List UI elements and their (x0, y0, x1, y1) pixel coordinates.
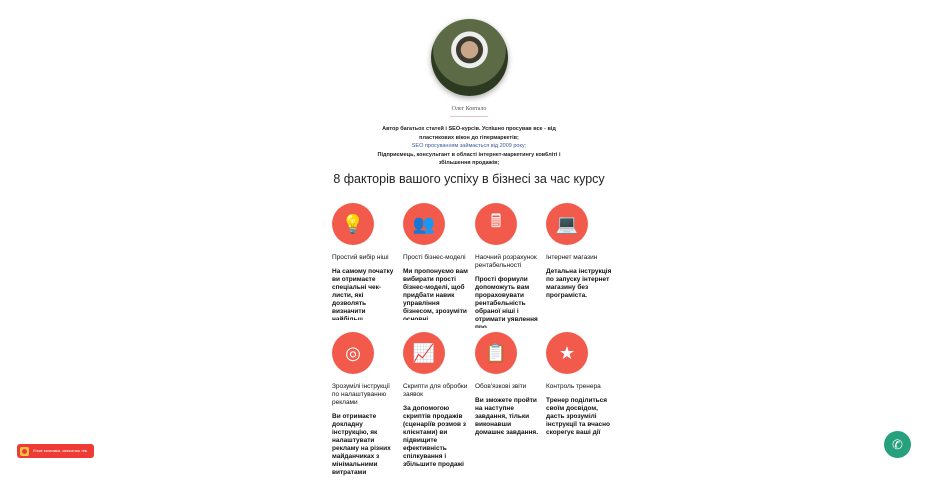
section-heading: 8 факторів вашого успіху в бізнесі за ча… (333, 172, 605, 186)
bio-line: SEO просуванням займається від 2009 року… (411, 143, 527, 149)
signup-badge[interactable]: Я вже записався, записатись теж (17, 444, 94, 458)
feature-card: 💡 Простий вибір ніші На самому початку в… (332, 203, 398, 320)
chart-board-icon: 📈 (403, 332, 445, 374)
feature-text: Ви зможете пройти на наступне завдання, … (475, 397, 539, 436)
divider (450, 116, 488, 117)
feature-card: 💻 Інтернет магазин Детальна інструкція п… (546, 203, 612, 300)
bio-line: Підприємець, консультант в області інтер… (377, 151, 561, 167)
lightbulb-icon: 💡 (332, 203, 374, 245)
feature-card: ◎ Зрозумілі інструкції по налаштуванню р… (332, 332, 398, 477)
feature-text: Ми пропонуємо вам вибирати прості бізнес… (403, 268, 468, 320)
bio-line: Автор багатьох статей і SEO-курсів. Успі… (382, 126, 556, 141)
feature-text: Прості формули допоможуть вам прораховув… (475, 276, 538, 328)
feature-title: Інтернет магазин (546, 254, 598, 261)
feature-text: Ви отримаєте докладну інструкцію, як нал… (332, 413, 391, 476)
feature-title: Скрипти для обробки заявок (403, 383, 468, 398)
author-name: Олег Ковтало (451, 106, 487, 112)
feature-text: На самому початку ви отримаєте спеціальн… (332, 268, 394, 320)
feature-text: Тренер поділиться своїм досвідом, дасть … (546, 397, 610, 436)
author-bio: Автор багатьох статей і SEO-курсів. Успі… (370, 125, 568, 168)
feature-title: Зрозумілі інструкції по налаштуванню рек… (332, 383, 390, 406)
feature-title: Наочний розрахунок рентабельності (475, 254, 537, 269)
badge-icon (20, 446, 29, 456)
target-icon: ◎ (332, 332, 374, 374)
feature-card: ★ Контроль тренера Тренер поділиться сво… (546, 332, 612, 437)
feature-text: За допомогою скриптів продажів (сценарії… (403, 405, 466, 468)
clipboard-icon: 📋 (475, 332, 517, 374)
feature-card: 🖩 Наочний розрахунок рентабельності Прос… (475, 203, 541, 328)
org-chart-icon: 👥 (403, 203, 445, 245)
feature-card: 📈 Скрипти для обробки заявок За допомого… (403, 332, 469, 469)
laptop-icon: 💻 (546, 203, 588, 245)
star-icon: ★ (546, 332, 588, 374)
feature-card: 📋 Обов'язкові звіти Ви зможете пройти на… (475, 332, 541, 437)
feature-title: Контроль тренера (546, 383, 601, 390)
feature-text: Детальна інструкція по запуску інтернет … (546, 268, 612, 299)
calculator-icon: 🖩 (475, 203, 517, 245)
feature-title: Прості бізнес-моделі (403, 254, 466, 261)
phone-icon: ✆ (892, 436, 903, 452)
feature-card: 👥 Прості бізнес-моделі Ми пропонуємо вам… (403, 203, 469, 320)
author-avatar (431, 19, 508, 96)
feature-title: Обов'язкові звіти (475, 383, 527, 390)
feature-title: Простий вибір ніші (332, 254, 389, 261)
whatsapp-button[interactable]: ✆ (884, 431, 911, 458)
badge-text: Я вже записався, записатись теж (33, 449, 88, 453)
